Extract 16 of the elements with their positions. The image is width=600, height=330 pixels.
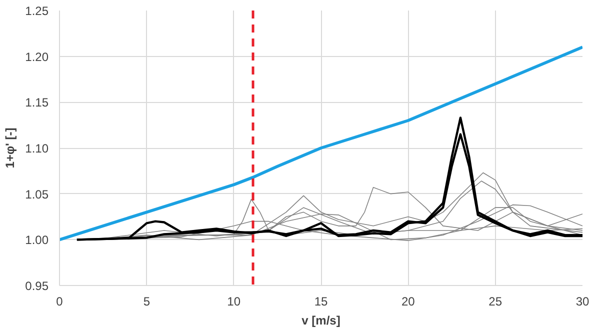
y-tick-label: 1.20 [25, 50, 49, 64]
x-tick-label: 0 [56, 294, 64, 308]
y-tick-label: 1.05 [25, 187, 49, 202]
x-tick-label: 15 [314, 294, 328, 308]
x-axis-title: v [m/s] [302, 314, 340, 328]
x-tick-label: 10 [227, 294, 241, 308]
y-tick-label: 1.25 [25, 4, 49, 18]
x-tick-label: 5 [143, 294, 150, 308]
x-tick-label: 20 [401, 294, 416, 308]
y-tick-label: 0.95 [25, 279, 49, 293]
y-tick-label: 1.15 [25, 96, 49, 110]
x-tick-label: 25 [488, 294, 502, 308]
y-tick-label: 1.10 [25, 142, 49, 156]
x-tick-label: 30 [576, 294, 590, 308]
y-axis-title: 1+φ' [-] [3, 128, 18, 168]
y-tick-label: 1.00 [25, 233, 49, 248]
